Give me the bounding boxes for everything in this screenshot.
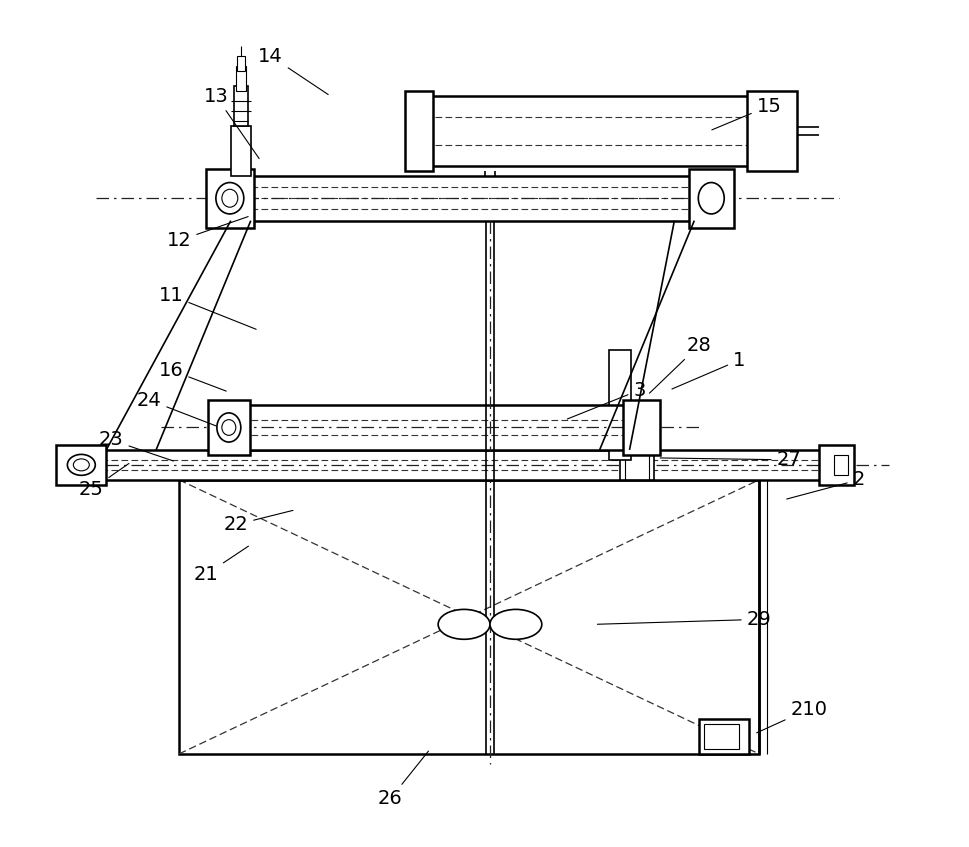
Text: 23: 23 (99, 430, 173, 461)
Ellipse shape (699, 183, 724, 214)
Bar (208, 400, 250, 455)
Text: 2: 2 (787, 470, 865, 499)
Text: 29: 29 (598, 610, 771, 628)
Text: 28: 28 (649, 335, 711, 393)
Bar (179, 479, 759, 754)
Bar (834, 455, 848, 475)
Bar (619, 410, 654, 479)
Bar (747, 91, 797, 171)
Bar (704, 724, 739, 749)
Bar (622, 400, 661, 455)
Bar (216, 405, 635, 450)
Text: 12: 12 (167, 217, 248, 250)
Bar (234, 86, 248, 126)
Text: 24: 24 (137, 390, 216, 426)
Text: 27: 27 (660, 451, 801, 469)
Text: 25: 25 (78, 463, 129, 499)
Bar (700, 719, 749, 754)
Ellipse shape (217, 412, 241, 442)
Text: 210: 210 (757, 700, 828, 733)
Bar (231, 126, 251, 176)
Bar (236, 56, 245, 71)
Ellipse shape (222, 419, 235, 435)
Bar (609, 351, 631, 460)
Bar (216, 176, 709, 221)
Bar (206, 169, 254, 228)
Ellipse shape (490, 609, 542, 639)
Text: 14: 14 (259, 47, 328, 95)
Bar (689, 169, 735, 228)
Text: 11: 11 (159, 286, 256, 329)
Ellipse shape (438, 609, 490, 639)
Ellipse shape (68, 454, 95, 475)
Bar (56, 445, 107, 484)
Text: 22: 22 (224, 511, 293, 534)
Text: 16: 16 (159, 361, 226, 391)
Text: 13: 13 (203, 86, 259, 158)
Bar (421, 96, 759, 166)
Bar (96, 450, 828, 479)
Bar (235, 66, 246, 91)
Text: 3: 3 (567, 380, 645, 419)
Ellipse shape (222, 189, 237, 208)
Bar (405, 91, 433, 171)
Ellipse shape (74, 459, 89, 471)
Ellipse shape (216, 183, 244, 214)
Text: 26: 26 (378, 751, 428, 808)
Bar (819, 445, 854, 484)
Text: 21: 21 (194, 546, 248, 584)
Text: 1: 1 (672, 351, 745, 389)
Text: 15: 15 (712, 97, 782, 130)
